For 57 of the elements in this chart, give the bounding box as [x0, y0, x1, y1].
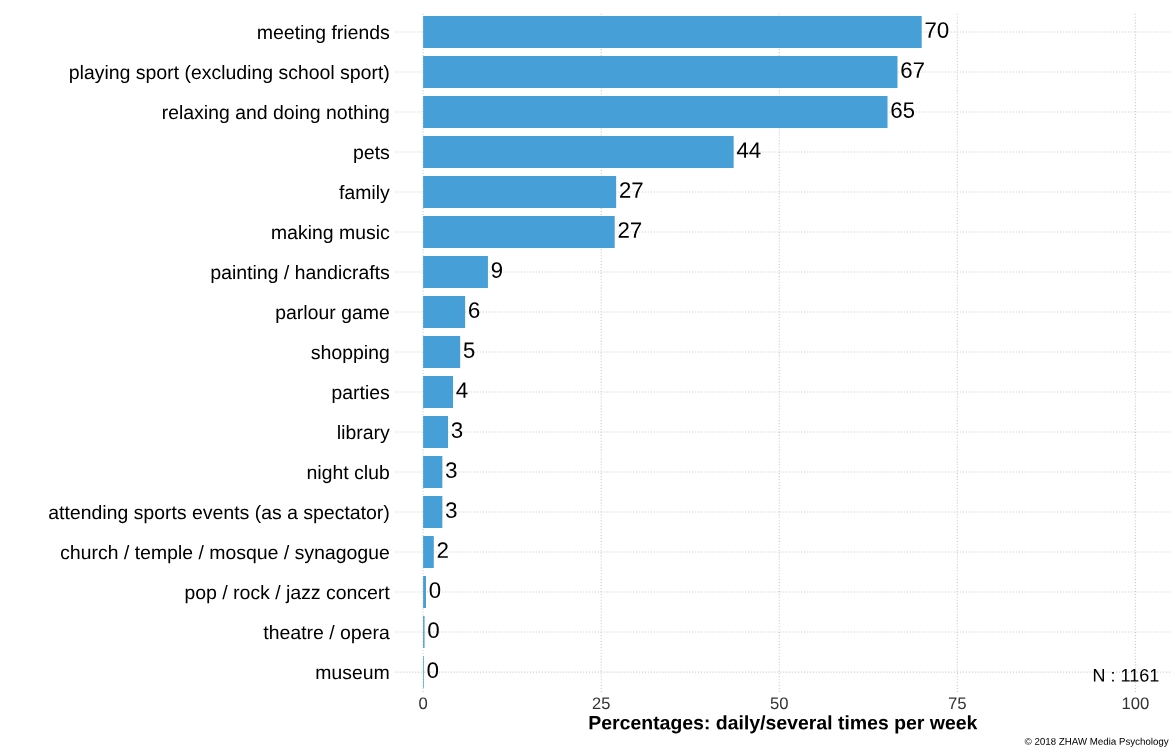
x-tick-label: 75	[948, 697, 966, 710]
y-tick-label: parlour game	[276, 304, 389, 324]
y-tick-label: pets	[354, 146, 390, 164]
data-label: 6	[469, 302, 480, 318]
bar	[423, 456, 443, 489]
data-label: 27	[620, 182, 643, 198]
bar	[423, 336, 461, 369]
bar	[423, 15, 922, 48]
y-tick-label: shopping	[311, 344, 389, 364]
bar	[423, 536, 434, 569]
y-tick-label: parties	[332, 384, 390, 404]
y-tick-label: playing sport (excluding school sport)	[70, 64, 389, 84]
bar	[423, 576, 426, 609]
x-tick-label: 100	[1122, 697, 1149, 710]
y-tick-label: pop / rock / jazz concert	[185, 585, 390, 604]
data-label: 44	[736, 142, 761, 158]
data-label: 0	[428, 622, 439, 639]
data-label: 0	[429, 582, 441, 599]
x-tick-label: 25	[592, 697, 610, 710]
data-label: 2	[437, 542, 448, 558]
bar	[423, 216, 615, 249]
y-tick-label: church / temple / mosque / synagogue	[60, 545, 389, 564]
bar	[423, 416, 449, 449]
y-tick-label: meeting friends	[258, 24, 390, 44]
x-tick-label: 50	[770, 697, 788, 710]
annotation: N : 1161	[1093, 668, 1159, 682]
data-label: 27	[618, 222, 642, 238]
bar	[423, 55, 898, 88]
data-label: 4	[456, 382, 468, 398]
data-label: 5	[463, 342, 475, 358]
bar	[423, 376, 454, 409]
y-tick-label: museum	[316, 668, 389, 680]
x-tick-label: 0	[419, 697, 428, 710]
y-tick-label: painting / handicrafts	[211, 264, 390, 284]
y-tick-label: attending sports events (as a spectator)	[49, 505, 389, 524]
data-label: 67	[901, 62, 924, 78]
data-label: 3	[445, 462, 457, 479]
bar	[423, 496, 443, 529]
y-tick-label: night club	[307, 465, 389, 484]
text: © 2018 ZHAW Media Psychology	[1024, 737, 1169, 747]
bar	[423, 136, 734, 169]
x-axis-title: Percentages: daily/several times per week	[589, 715, 978, 734]
data-label: 0	[427, 662, 439, 679]
y-tick-label: library	[338, 425, 390, 444]
data-label: 3	[445, 502, 457, 519]
data-label: 3	[451, 422, 463, 439]
data-label: 70	[925, 22, 949, 38]
bar	[423, 176, 617, 209]
data-label: 9	[491, 262, 503, 278]
data-label: 65	[891, 102, 915, 118]
y-tick-label: theatre / opera	[263, 625, 390, 644]
bar	[423, 96, 888, 128]
y-tick-label: relaxing and doing nothing	[162, 104, 389, 124]
bar	[423, 296, 466, 329]
y-tick-label: making music	[272, 224, 390, 244]
y-tick-label: family	[339, 184, 390, 204]
bar	[423, 256, 488, 289]
